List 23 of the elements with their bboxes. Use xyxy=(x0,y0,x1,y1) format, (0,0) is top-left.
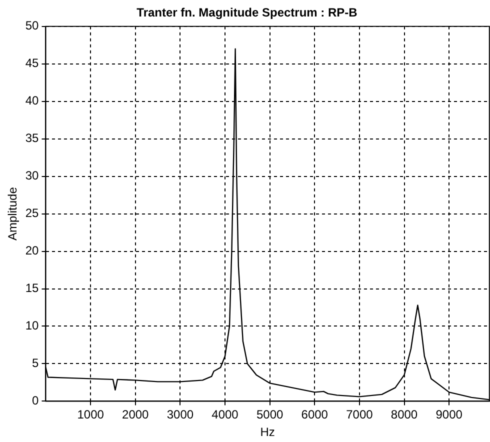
y-tick-label: 50 xyxy=(25,18,40,33)
x-tick-label: 8000 xyxy=(390,408,418,422)
x-tick-label: 7000 xyxy=(346,408,374,422)
y-axis-title: Amplitude xyxy=(6,186,20,240)
x-tick-label: 4000 xyxy=(212,408,239,422)
x-tick-label: 2000 xyxy=(122,408,150,422)
y-tick-label: 25 xyxy=(25,206,40,220)
x-tick-label: 5000 xyxy=(256,408,284,422)
y-tick-label: 10 xyxy=(25,318,40,333)
y-tick-label: 15 xyxy=(25,281,40,296)
x-tick-label: 1000 xyxy=(77,408,104,422)
x-tick-label: 9000 xyxy=(436,408,463,422)
y-tick-label: 40 xyxy=(25,94,40,108)
chart-title: Tranter fn. Magnitude Spectrum : RP-B xyxy=(136,6,358,20)
y-tick-label: 0 xyxy=(32,394,40,408)
y-tick-label: 30 xyxy=(25,168,40,183)
y-tick-label: 45 xyxy=(25,56,40,70)
y-tick-label: 5 xyxy=(32,356,40,370)
y-tick-label: 20 xyxy=(25,244,40,258)
x-tick-label: 6000 xyxy=(301,408,328,422)
y-tick-label: 35 xyxy=(25,131,40,146)
x-axis-title: Hz xyxy=(260,425,275,440)
x-tick-label: 3000 xyxy=(166,408,194,422)
